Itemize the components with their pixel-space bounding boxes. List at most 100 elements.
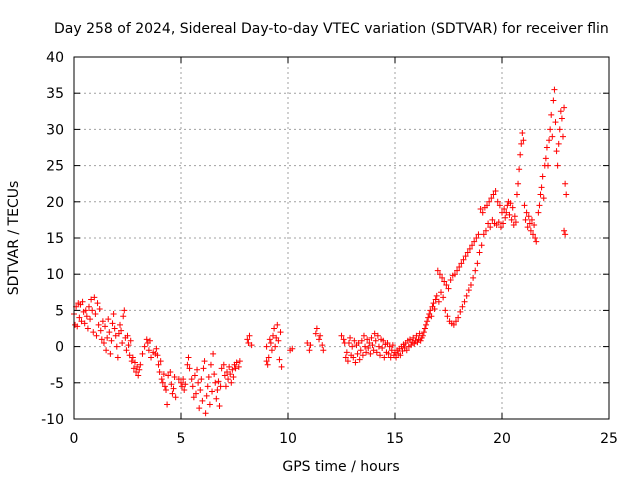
data-point [365,345,372,352]
data-point [538,184,545,191]
x-tick-label: 20 [493,431,511,447]
data-point [224,368,231,375]
data-point [489,216,496,223]
data-point [118,327,125,334]
data-point [380,337,387,344]
data-point [202,410,209,417]
data-point [550,97,557,104]
data-point [432,296,439,303]
data-point [557,108,564,115]
data-point [345,339,352,346]
data-point [93,332,100,339]
y-tick-label: 15 [46,231,64,247]
data-point [220,361,227,368]
data-point [477,206,484,213]
data-point [188,376,195,383]
data-point [454,267,461,274]
data-point [518,140,525,147]
data-point [170,385,177,392]
data-point [387,354,394,361]
data-point [397,352,404,359]
data-point [509,204,516,211]
data-point [96,305,103,312]
data-point [207,361,214,368]
data-point [111,325,118,332]
data-point [384,339,391,346]
data-point [356,356,363,363]
data-point [486,198,493,205]
data-point [103,347,110,354]
data-point [276,356,283,363]
data-point [154,352,161,359]
y-tick-label: 5 [55,303,64,319]
y-tick-label: 0 [55,340,64,356]
data-point [425,314,432,321]
data-point [385,350,392,357]
data-point [466,245,473,252]
data-point [227,371,234,378]
data-point [562,231,569,238]
data-point [436,271,443,278]
data-point [463,292,470,299]
data-point [513,191,520,198]
data-point [472,267,479,274]
data-point [480,231,487,238]
data-point [85,303,92,310]
data-point [319,342,326,349]
data-point [434,267,441,274]
data-point [266,336,273,343]
x-axis-label: GPS time / hours [282,459,399,475]
data-point [473,235,480,241]
data-point [214,387,221,394]
data-point [105,316,112,323]
data-point [168,381,175,388]
data-point [532,235,539,241]
data-point [156,368,163,375]
data-point [159,379,166,386]
data-point [386,343,393,350]
data-point [347,334,354,341]
x-tick-label: 0 [70,431,79,447]
data-point [530,231,537,238]
data-point [465,287,472,294]
data-point [222,383,229,390]
data-point [424,318,431,325]
data-point [181,387,188,394]
data-point [228,379,235,386]
data-point [411,340,418,347]
plot-frame [73,56,610,420]
data-point [553,148,560,155]
data-point [519,130,526,137]
y-tick-label: 30 [46,122,64,138]
data-point [76,314,83,321]
data-point [195,379,202,386]
data-point [441,278,448,285]
data-point [528,216,535,223]
data-point [94,300,101,307]
data-point [413,332,420,339]
data-point [525,213,532,220]
y-tick-label: -10 [41,412,64,428]
data-point [366,339,373,346]
data-point [97,327,104,334]
data-point [393,354,400,361]
data-point [200,365,207,372]
y-tick-label: 10 [46,267,64,283]
data-point [248,342,255,349]
y-tick-label: 20 [46,195,64,211]
data-point [428,313,435,320]
data-point [148,354,155,361]
data-point [364,336,371,343]
data-point [471,238,478,245]
data-point [99,318,106,325]
data-point [546,137,553,144]
data-point [360,332,367,339]
data-point [178,379,184,386]
data-point [355,339,362,346]
data-point [408,342,415,349]
data-point [419,332,426,339]
data-point [157,358,164,365]
data-point [524,224,531,231]
data-point [492,187,499,194]
data-point [112,332,119,339]
